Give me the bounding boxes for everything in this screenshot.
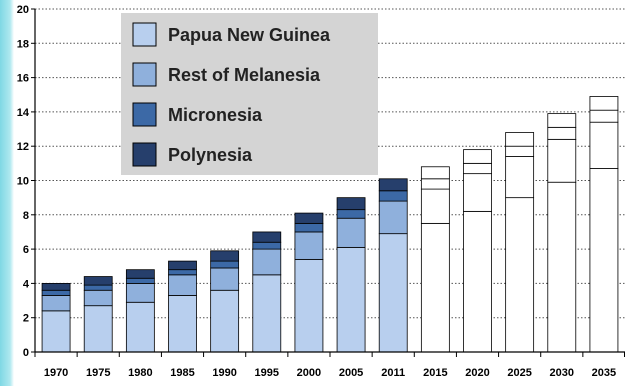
bar-segment-papua-new-guinea-1970 (41, 310, 71, 353)
bar-segment-papua-new-guinea-2015 (420, 222, 450, 353)
bar-segment-rest-of-melanesia-1980 (125, 282, 155, 303)
bar-segment-rest-of-melanesia-2025 (505, 156, 535, 199)
bar-segment-polynesia-2011 (378, 178, 408, 192)
y-tick-label: 6 (23, 244, 29, 256)
bar-segment-polynesia-1985 (168, 260, 197, 271)
y-tick-label: 18 (17, 38, 29, 50)
bar-segment-polynesia-2030 (547, 113, 577, 128)
bar-segment-papua-new-guinea-1985 (168, 295, 197, 353)
legend-swatch-micronesia (132, 102, 157, 127)
bar-segment-micronesia-2000 (294, 222, 324, 233)
bar-segment-rest-of-melanesia-1975 (83, 289, 113, 307)
bar-segment-papua-new-guinea-1975 (83, 305, 113, 353)
y-tick-label: 10 (17, 176, 29, 188)
bar-segment-papua-new-guinea-2011 (378, 233, 408, 353)
bar-segment-rest-of-melanesia-2030 (547, 138, 577, 183)
y-tick-label: 20 (17, 4, 29, 16)
legend-label-rest-of-melanesia: Rest of Melanesia (168, 65, 321, 85)
bar-segment-polynesia-2015 (420, 166, 450, 180)
x-tick-label: 1995 (255, 367, 279, 379)
bar-segment-polynesia-1975 (83, 276, 113, 286)
bar-segment-micronesia-2025 (505, 145, 535, 157)
bar-segment-papua-new-guinea-2005 (336, 246, 366, 353)
bar-segment-papua-new-guinea-2025 (505, 197, 535, 353)
bar-segment-papua-new-guinea-2035 (589, 168, 619, 353)
bar-segment-rest-of-melanesia-2015 (420, 188, 450, 224)
y-tick-label: 12 (17, 141, 29, 153)
bar-segment-rest-of-melanesia-2020 (463, 173, 492, 212)
bar-segment-papua-new-guinea-2000 (294, 258, 324, 353)
bar-segment-rest-of-melanesia-2035 (589, 121, 619, 169)
x-tick-label: 1980 (128, 367, 152, 379)
legend-label-papua-new-guinea: Papua New Guinea (168, 25, 331, 45)
bar-segment-micronesia-1995 (252, 241, 282, 250)
bar-segment-micronesia-2015 (420, 178, 450, 190)
legend: Papua New Guinea Rest of Melanesia Microne… (121, 13, 378, 175)
legend-label-polynesia: Polynesia (168, 145, 253, 165)
bar-segment-micronesia-1980 (125, 277, 155, 284)
legend-label-micronesia: Micronesia (168, 105, 263, 125)
x-tick-label: 2015 (423, 367, 447, 379)
bars (41, 96, 619, 353)
x-tick-label: 2005 (339, 367, 363, 379)
bar-segment-micronesia-1990 (210, 260, 240, 269)
bar-segment-polynesia-1995 (252, 231, 282, 243)
bar-segment-micronesia-2011 (378, 190, 408, 202)
bar-segment-papua-new-guinea-2020 (463, 210, 492, 353)
bar-segment-polynesia-2000 (294, 212, 324, 224)
legend-swatch-polynesia (132, 142, 157, 167)
bar-segment-polynesia-2035 (589, 96, 619, 111)
x-tick-label: 1975 (86, 367, 110, 379)
bar-segment-micronesia-2035 (589, 109, 619, 123)
x-tick-label: 1990 (212, 367, 236, 379)
bar-segment-polynesia-2025 (505, 132, 535, 147)
bar-segment-polynesia-2005 (336, 197, 366, 211)
bar-segment-micronesia-1970 (41, 289, 71, 296)
y-tick-label: 14 (17, 107, 30, 119)
bar-segment-polynesia-2020 (463, 149, 492, 164)
y-tick-label: 2 (23, 313, 29, 325)
legend-box (121, 13, 378, 175)
axes: 0 2 4 6 8 10 12 14 16 18 20 1970 1975 1980 1985 1990 199… (17, 4, 625, 379)
bar-segment-polynesia-1970 (41, 282, 71, 291)
legend-swatch-papua-new-guinea (132, 22, 157, 47)
bar-segment-papua-new-guinea-1980 (125, 301, 155, 353)
y-tick-label: 8 (23, 210, 29, 222)
y-tick-label: 16 (17, 73, 29, 85)
bar-segment-rest-of-melanesia-2005 (336, 217, 366, 248)
x-tick-label: 1970 (44, 367, 68, 379)
legend-swatch-rest-of-melanesia (132, 62, 157, 87)
bar-segment-rest-of-melanesia-2000 (294, 231, 324, 260)
x-tick-label: 2025 (507, 367, 531, 379)
x-tick-label: 2030 (550, 367, 574, 379)
bar-segment-rest-of-melanesia-1985 (168, 274, 197, 296)
y-tick-label: 0 (23, 347, 29, 359)
bar-segment-rest-of-melanesia-2011 (378, 200, 408, 235)
bar-segment-micronesia-2020 (463, 162, 492, 175)
bar-segment-micronesia-2030 (547, 126, 577, 140)
x-tick-label: 2011 (381, 367, 405, 379)
bar-segment-micronesia-2005 (336, 209, 366, 219)
x-tick-label: 2035 (592, 367, 616, 379)
x-tick-label: 2020 (465, 367, 489, 379)
bar-segment-rest-of-melanesia-1970 (41, 295, 71, 312)
x-tick-label: 1985 (170, 367, 194, 379)
bar-segment-polynesia-1990 (210, 250, 240, 262)
bar-segment-papua-new-guinea-1990 (210, 289, 240, 353)
bar-segment-papua-new-guinea-2030 (547, 181, 577, 353)
bar-segment-polynesia-1980 (125, 269, 155, 279)
bar-segment-micronesia-1985 (168, 269, 197, 276)
bar-segment-papua-new-guinea-1995 (252, 274, 282, 353)
bar-segment-rest-of-melanesia-1995 (252, 248, 282, 276)
x-tick-label: 2000 (297, 367, 321, 379)
y-tick-label: 4 (23, 278, 30, 290)
bar-segment-micronesia-1975 (83, 284, 113, 291)
bar-segment-rest-of-melanesia-1990 (210, 267, 240, 291)
